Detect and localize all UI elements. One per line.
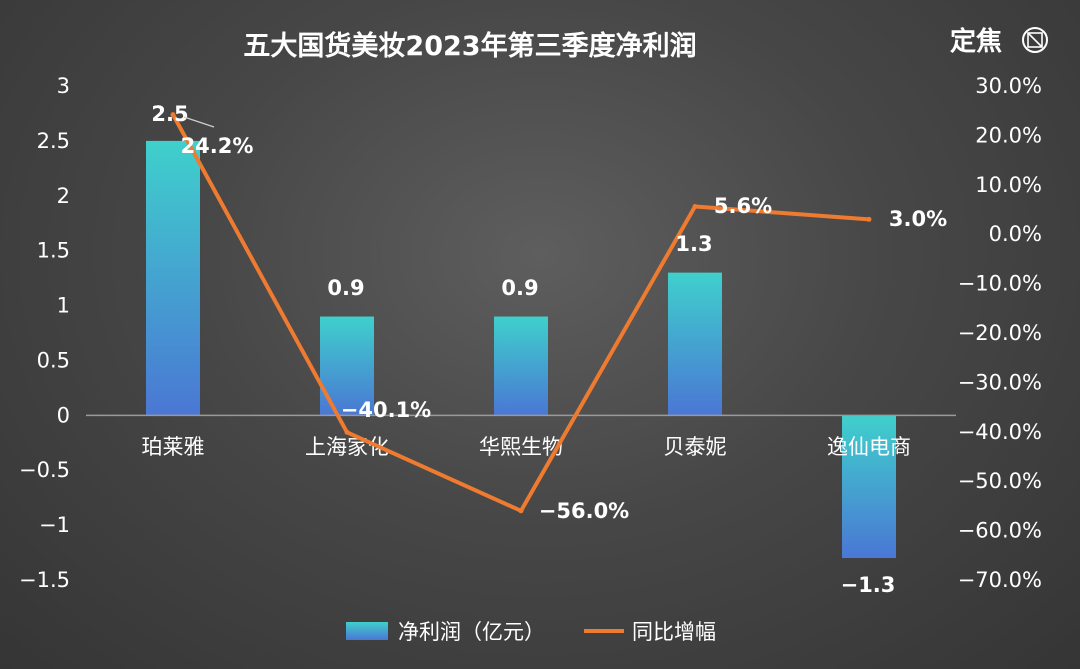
line-data-label: 3.0% (889, 207, 947, 231)
line-data-label: −56.0% (539, 499, 629, 523)
bar-data-label: −1.3 (841, 573, 896, 597)
label-leader-line (183, 116, 215, 128)
brand-mark-icon (1022, 27, 1048, 53)
category-label: 贝泰妮 (664, 435, 727, 459)
right-tick-label: 0.0% (989, 222, 1042, 246)
bar-data-label: 2.5 (151, 102, 188, 126)
right-tick-label: 30.0% (975, 74, 1042, 98)
line-series (170, 112, 872, 514)
line-point (692, 204, 698, 210)
bar-data-label: 0.9 (327, 276, 364, 300)
brand-logo: 定焦 (950, 26, 1048, 57)
legend-bar-label: 净利润（亿元） (398, 620, 545, 644)
right-tick-label: −60.0% (958, 519, 1042, 543)
category-label: 逸仙电商 (827, 435, 911, 459)
right-tick-label: 10.0% (975, 173, 1042, 197)
right-axis: 30.0% 20.0% 10.0% 0.0% −10.0% −20.0% −30.0% −40… (958, 74, 1042, 592)
line-data-label: 5.6% (714, 194, 772, 218)
left-tick-label: 3 (57, 74, 70, 98)
left-tick-label: 2.5 (37, 129, 70, 153)
right-tick-label: −50.0% (958, 469, 1042, 493)
bar-series (146, 140, 896, 559)
right-tick-label: −40.0% (958, 420, 1042, 444)
right-tick-label: −10.0% (958, 272, 1042, 296)
left-tick-label: 0 (57, 403, 70, 427)
bar-data-label: 1.3 (675, 232, 712, 256)
line-data-labels: 24.2% −40.1% −56.0% 5.6% 3.0% (181, 134, 948, 523)
legend: 净利润（亿元） 同比增幅 (346, 620, 716, 644)
bar-data-labels: 2.5 0.9 0.9 1.3 −1.3 (151, 102, 895, 597)
bar (668, 272, 722, 416)
right-tick-label: 20.0% (975, 123, 1042, 147)
left-tick-label: 1 (57, 294, 70, 318)
line-point (518, 508, 524, 514)
left-tick-label: 1.5 (37, 239, 70, 263)
brand-text: 定焦 (950, 26, 1002, 57)
bar (146, 140, 200, 416)
category-label: 珀莱雅 (142, 435, 205, 459)
right-tick-label: −70.0% (958, 568, 1042, 592)
line-data-label: −40.1% (341, 398, 431, 422)
left-axis: 3 2.5 2 1.5 1 0.5 0 −0.5 −1 −1.5 (19, 74, 70, 592)
line-point (170, 112, 176, 118)
right-tick-label: −20.0% (958, 321, 1042, 345)
left-tick-label: −0.5 (19, 458, 70, 482)
left-tick-label: −1.5 (19, 568, 70, 592)
chart-title: 五大国货美妆2023年第三季度净利润 (243, 30, 696, 62)
left-tick-label: 0.5 (37, 348, 70, 372)
category-labels: 珀莱雅 上海家化 华熙生物 贝泰妮 逸仙电商 (142, 435, 912, 459)
left-tick-label: 2 (57, 184, 70, 208)
category-label: 华熙生物 (479, 435, 563, 459)
left-tick-label: −1 (39, 513, 70, 537)
bar-data-label: 0.9 (501, 276, 538, 300)
line-point (866, 216, 872, 222)
line-point (344, 429, 350, 435)
bar (842, 415, 896, 559)
line-data-label: 24.2% (181, 134, 254, 158)
right-tick-label: −30.0% (958, 370, 1042, 394)
bar (494, 316, 548, 416)
legend-bar-swatch (346, 622, 388, 640)
legend-line-label: 同比增幅 (632, 620, 716, 644)
